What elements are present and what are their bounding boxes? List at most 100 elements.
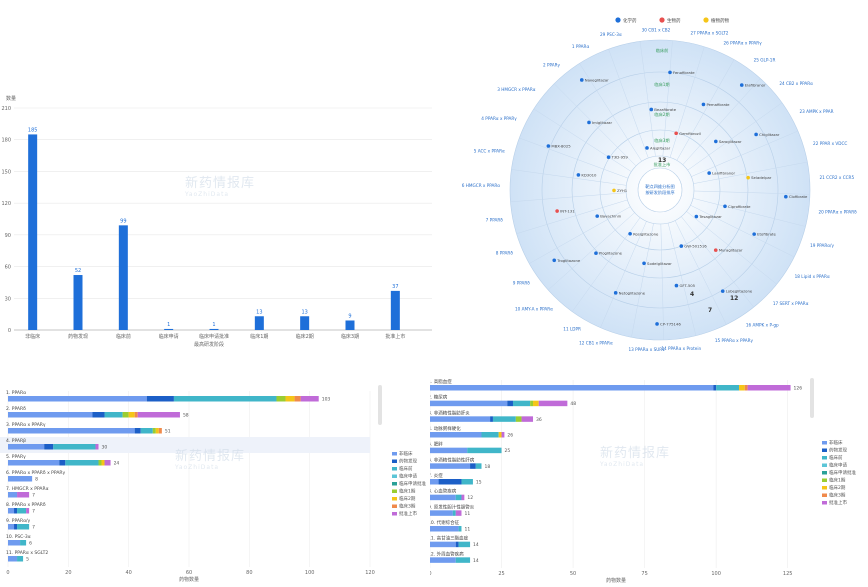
legend-swatch	[392, 504, 397, 508]
spoke-count: 7	[708, 307, 712, 314]
bar-segment	[158, 428, 162, 434]
legend-swatch	[822, 493, 827, 497]
bar-segment	[8, 492, 18, 498]
bar-segment	[8, 412, 93, 418]
bar-total-label: 7	[32, 509, 35, 515]
drug-label: Netoglitazone	[619, 290, 646, 295]
bar-segment	[104, 412, 123, 418]
category-label: 2. 糖尿病	[430, 394, 448, 401]
target-label: 14 PPARα x Protein	[661, 346, 701, 351]
bar-segment	[430, 463, 471, 469]
bar-segment	[481, 432, 499, 438]
bar-segment	[8, 396, 147, 402]
category-label: 7. HMGCR x PPARα	[6, 486, 49, 492]
drug-label: Lanifibranor	[712, 171, 735, 176]
target-scrollbar[interactable]	[378, 385, 382, 425]
drug-label: Chiglitazar	[759, 132, 780, 137]
bar-segment	[458, 541, 471, 548]
bar-total-label: 30	[102, 445, 108, 451]
target-label: 19 PPARα/γ	[810, 243, 834, 248]
bar-segment	[538, 400, 568, 407]
drug-point	[613, 291, 618, 295]
legend-marker	[615, 17, 621, 23]
bar-segment	[8, 476, 33, 482]
bar-segment	[65, 460, 99, 466]
spoke-count: 13	[658, 157, 666, 164]
bar-segment	[59, 460, 66, 466]
radial-spoke	[510, 192, 627, 203]
bar-segment	[461, 479, 473, 485]
drug-label: Gemfibrozil	[679, 131, 701, 136]
bar-segment	[455, 494, 462, 501]
drug-label: Ciprofibrate	[728, 204, 751, 209]
target-label: 8 PPARδ	[496, 250, 514, 255]
category-label: 3. PPARα x PPARγ	[6, 422, 46, 428]
bar-segment	[470, 463, 476, 469]
spoke-count: 12	[730, 295, 738, 302]
legend-swatch	[392, 482, 397, 486]
category-label: 4. PPARβ	[6, 438, 26, 444]
category-label: 11. PPARα x SGLT2	[6, 550, 48, 556]
bar-segment	[744, 385, 748, 391]
bar-segment	[430, 479, 439, 485]
bar-segment	[438, 479, 462, 485]
bar-segment	[8, 460, 60, 466]
target-label: 15 PPARα x PPARγ	[715, 338, 754, 343]
ring-label: 临床2期	[654, 111, 669, 118]
bar-total-label: 36	[536, 417, 542, 423]
category-label: 1. 高脂血症	[430, 378, 452, 385]
radial-spoke	[579, 63, 642, 162]
drug-point	[594, 251, 598, 256]
bar-segment	[140, 428, 153, 434]
bar-total-label: 126	[794, 386, 803, 392]
drug-label: GFT-505	[679, 283, 695, 288]
target-label: 25 GLP-1R	[754, 58, 776, 63]
bar-segment	[430, 432, 482, 438]
drug-point	[668, 70, 672, 75]
radial-target-chart: 化学药 生物药 植物药物 29 PSC-3α 30 CB1 x CB2 27 PPARα …	[462, 17, 857, 352]
drug-label: T3D-959	[611, 155, 629, 160]
target-label: 23 AMPK x PPAR	[799, 109, 833, 114]
bar-segment	[152, 428, 156, 434]
x-tick-label: 0	[430, 571, 432, 577]
target-chart-panel: 0 20 40 60 80 100 120 药物数量 1. PPARα 103 2. PPARδ 58…	[0, 385, 430, 587]
radial-spoke	[686, 211, 777, 285]
y-tick-label: 150	[1, 169, 11, 175]
bar-total-label: 5	[26, 557, 29, 563]
bar-segment	[8, 524, 15, 530]
category-label: 10. PSC-3α	[6, 534, 31, 540]
bar-segment	[8, 540, 21, 546]
legend-swatch	[392, 474, 397, 478]
target-label: 9 PPARδ	[513, 281, 531, 286]
radial-spoke	[533, 108, 632, 172]
legend-swatch	[392, 452, 397, 456]
bar-segment	[26, 508, 30, 514]
target-label: 5 ACC x PPARα	[474, 149, 505, 154]
disease-scrollbar[interactable]	[810, 378, 814, 418]
drug-label: Etofibrate	[757, 232, 776, 237]
category-label: 5. PPARγ	[6, 454, 26, 460]
bar-total-label: 7	[32, 493, 35, 499]
legend-marker	[659, 17, 665, 23]
radial-spoke	[519, 137, 629, 179]
drug-label: INT-131	[560, 209, 575, 214]
category-label: 11. 高甘油三酯血症	[430, 535, 469, 542]
drug-point	[754, 132, 758, 137]
bar-segment	[430, 416, 491, 422]
bar-segment	[173, 396, 277, 402]
radial-spoke	[600, 221, 647, 328]
category-label: 6. PPARα x PPARδ x PPARγ	[6, 470, 66, 476]
bar-segment	[134, 428, 141, 434]
drug-point	[649, 107, 654, 112]
legend-swatch	[392, 467, 397, 471]
bar-total-label: 14	[473, 558, 479, 564]
drug-point	[642, 261, 646, 266]
bar-segment	[533, 400, 539, 407]
legend-label: 临床2期	[829, 484, 846, 491]
legend-label: 临床1期	[829, 477, 846, 484]
radial-spoke	[660, 223, 665, 340]
stage-bar-chart: 数量 0 30 60 90 120 150 180 210 185 非临床 52 药物发现 99 临床前 1 临…	[1, 95, 432, 348]
legend-label: 药物发现	[829, 447, 847, 454]
x-tick-label: 100	[305, 570, 315, 576]
target-label: 12 CB1 x PPARα	[579, 340, 613, 345]
